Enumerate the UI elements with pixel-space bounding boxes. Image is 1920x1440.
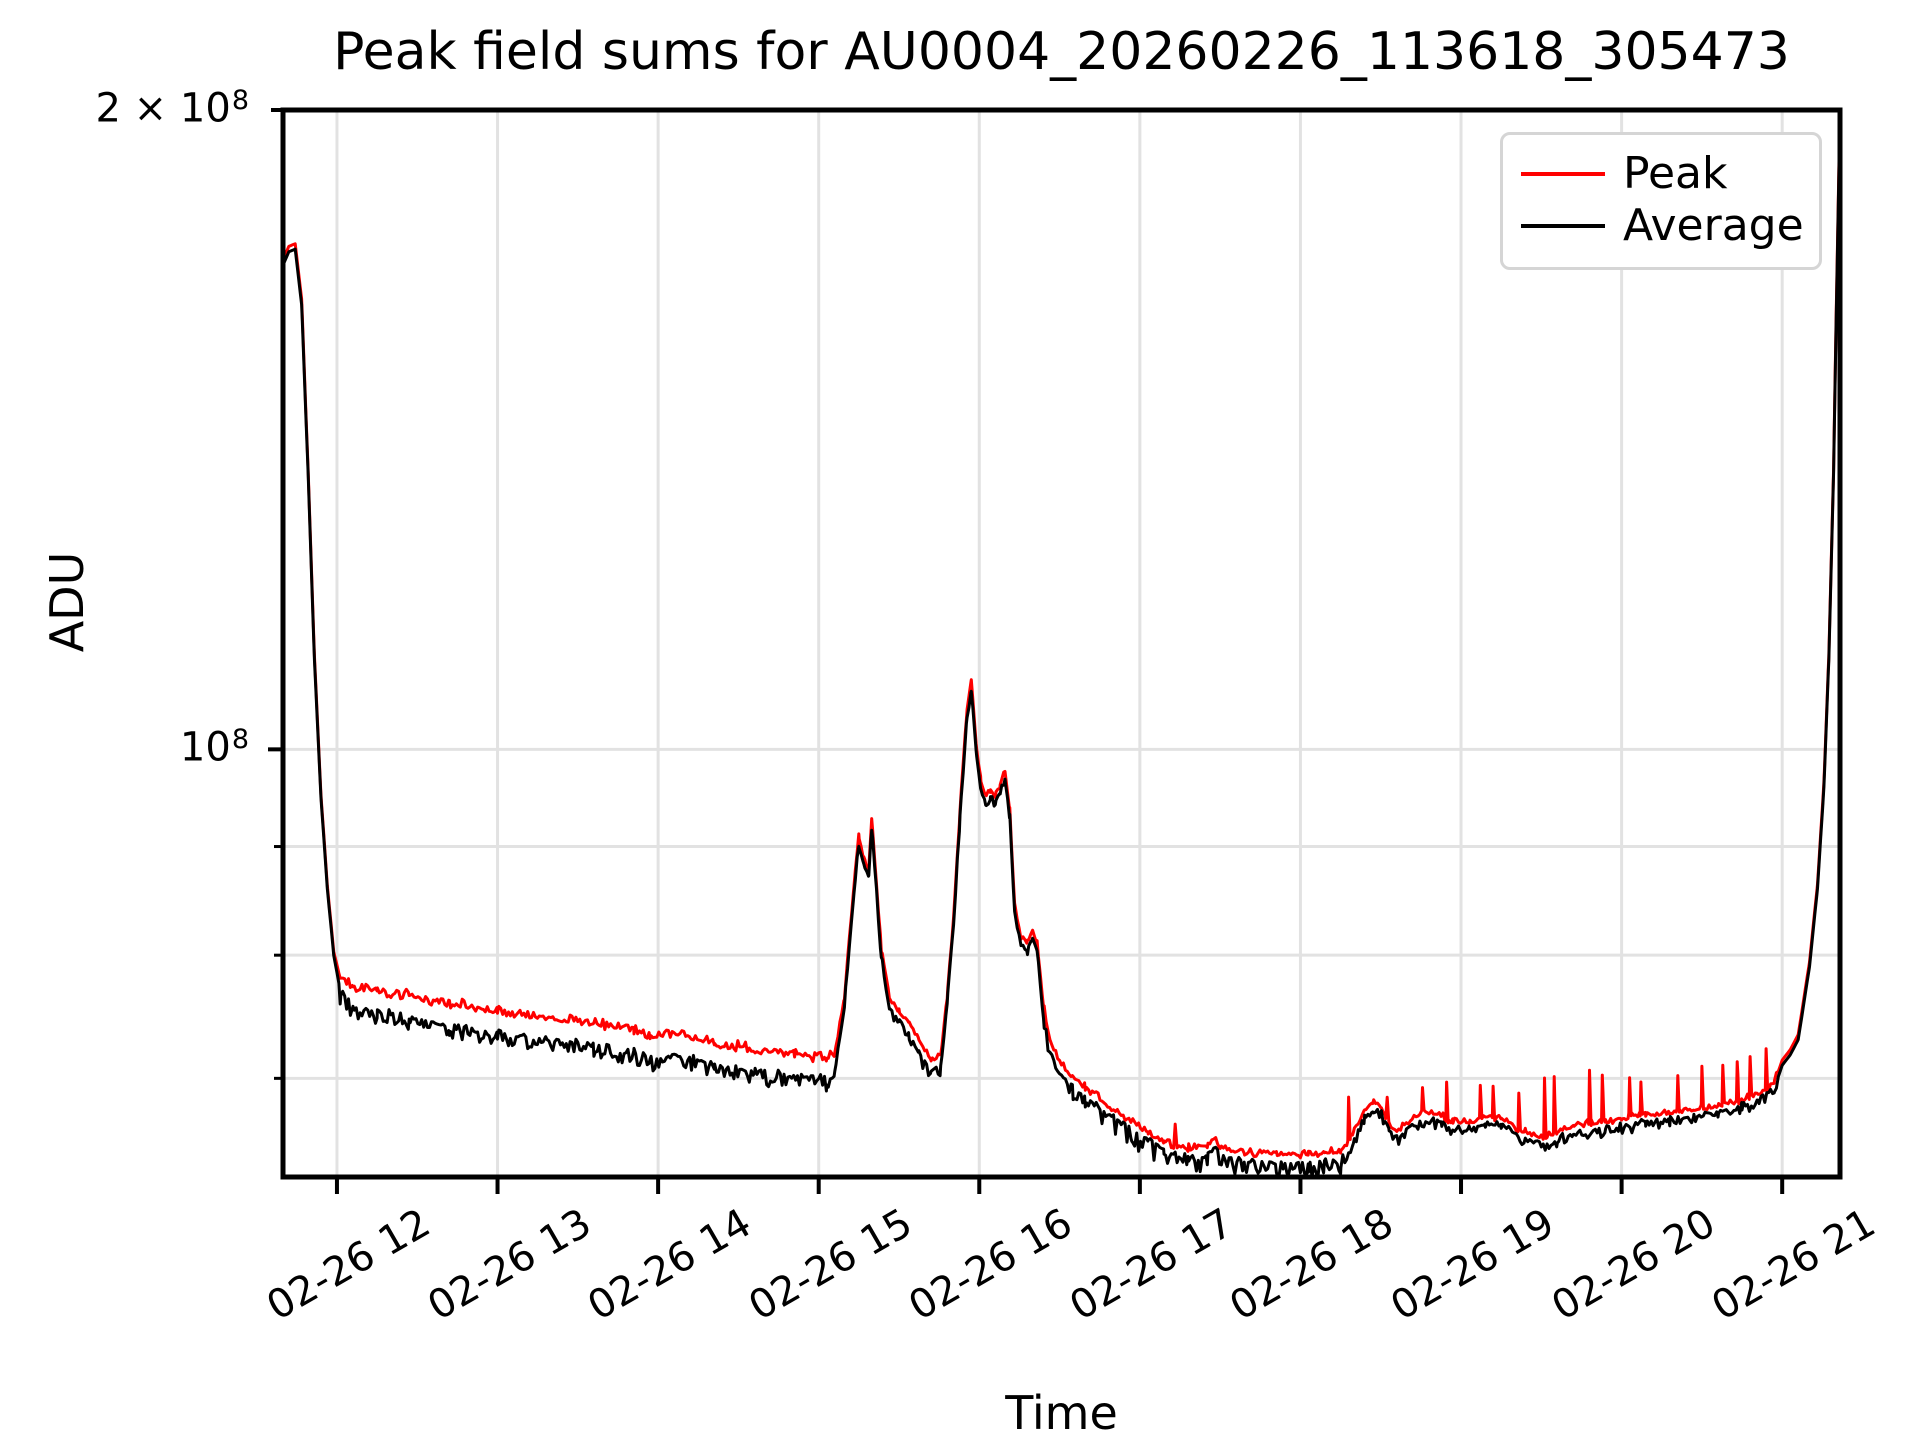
x-axis-label: Time [1005, 1386, 1118, 1440]
average-legend-line-icon [1521, 224, 1605, 228]
legend-entry-peak: Peak [1521, 151, 1809, 197]
peak-legend-line-icon [1521, 172, 1605, 176]
average-series-line [283, 110, 1840, 1177]
legend-label-peak: Peak [1623, 148, 1728, 199]
legend-label-average: Average [1623, 200, 1804, 251]
legend-entry-average: Average [1521, 203, 1809, 249]
y-tick-label: 2 × 108 [95, 85, 249, 132]
chart-title: Peak field sums for AU0004_20260226_1136… [333, 22, 1790, 82]
peak-series-line [283, 110, 1840, 1160]
legend: Peak Average [1500, 132, 1822, 270]
y-tick-label: 108 [179, 724, 249, 771]
axes-frame [280, 107, 1843, 1180]
